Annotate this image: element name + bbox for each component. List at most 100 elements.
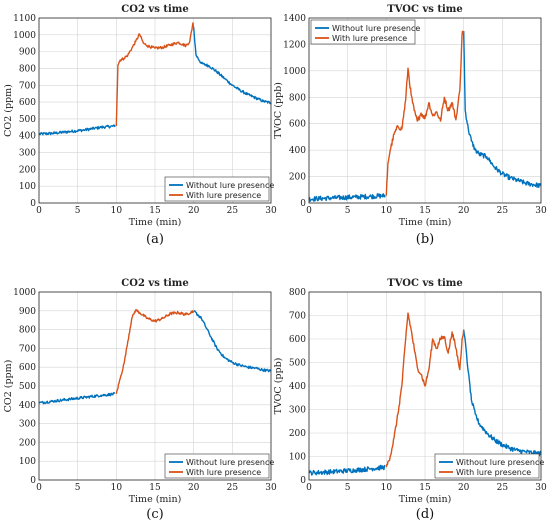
y-tick-label: 900 (19, 307, 36, 317)
y-tick-label: 800 (19, 64, 36, 74)
x-tick-label: 30 (265, 483, 277, 493)
chart-title: CO2 vs time (121, 4, 188, 15)
y-tick-label: 300 (19, 149, 36, 159)
y-tick-label: 200 (19, 438, 36, 448)
chart-title: TVOC vs time (387, 4, 462, 15)
legend-box (164, 453, 270, 479)
legend-label-without: Without lure presence (186, 181, 274, 190)
y-tick-label: 100 (289, 453, 306, 463)
y-tick-label: 700 (19, 344, 36, 354)
chart-title: CO2 vs time (121, 278, 188, 289)
x-axis-label: Time (min) (129, 494, 182, 505)
y-tick-label: 200 (289, 429, 306, 439)
y-tick-label: 1100 (13, 14, 36, 24)
x-tick-label: 10 (381, 483, 393, 493)
x-tick-label: 30 (535, 483, 547, 493)
y-tick-label: 100 (19, 457, 36, 467)
y-tick-label: 400 (289, 146, 306, 156)
y-tick-label: 300 (19, 420, 36, 430)
x-tick-label: 25 (227, 206, 239, 216)
series-line-with-lure (115, 22, 195, 127)
series-line-with-lure (385, 312, 465, 468)
y-tick-label: 700 (19, 81, 36, 91)
legend-box (434, 453, 540, 479)
legend-label-with: With lure presence (186, 191, 261, 200)
series-line-without-lure (308, 31, 542, 202)
panel-caption: (c) (146, 507, 163, 522)
y-tick-label: 0 (30, 199, 36, 209)
y-tick-label: 800 (289, 93, 306, 103)
panel-caption: (a) (146, 232, 164, 247)
x-tick-label: 5 (75, 206, 81, 216)
y-tick-label: 800 (19, 326, 36, 336)
y-tick-label: 200 (19, 165, 36, 175)
x-axis-label: Time (min) (399, 217, 452, 228)
legend-label-without: Without lure presence (456, 458, 544, 467)
legend-box (310, 19, 416, 45)
y-tick-label: 300 (289, 406, 306, 416)
y-tick-label: 500 (289, 359, 306, 369)
x-tick-label: 0 (36, 206, 42, 216)
y-tick-label: 1200 (283, 40, 306, 50)
x-tick-label: 5 (345, 483, 351, 493)
x-tick-label: 20 (458, 206, 470, 216)
series-line-with-lure (385, 30, 465, 196)
chart-title: TVOC vs time (387, 278, 462, 289)
legend-label-with: With lure presence (186, 468, 261, 477)
x-tick-label: 30 (265, 206, 277, 216)
x-tick-label: 10 (111, 206, 123, 216)
y-tick-label: 900 (19, 48, 36, 58)
y-tick-label: 0 (30, 476, 36, 486)
y-tick-label: 800 (289, 288, 306, 298)
x-tick-label: 5 (345, 206, 351, 216)
x-axis-label: Time (min) (399, 494, 452, 505)
y-axis-label: CO2 (ppm) (3, 84, 14, 137)
series-line-with-lure (115, 309, 195, 395)
y-tick-label: 700 (289, 312, 306, 322)
y-axis-label: TVOC (ppb) (273, 358, 284, 415)
legend-label-without: Without lure presence (186, 458, 274, 467)
y-tick-label: 600 (289, 120, 306, 130)
y-tick-label: 400 (19, 132, 36, 142)
y-tick-label: 1400 (283, 14, 306, 24)
y-tick-label: 500 (19, 382, 36, 392)
axes-box (308, 291, 542, 481)
x-tick-label: 15 (419, 483, 431, 493)
x-tick-label: 0 (306, 206, 312, 216)
x-tick-label: 5 (75, 483, 81, 493)
legend-box (164, 176, 270, 202)
y-tick-label: 0 (300, 199, 306, 209)
y-tick-label: 400 (19, 401, 36, 411)
y-tick-label: 200 (289, 173, 306, 183)
y-tick-label: 600 (289, 335, 306, 345)
y-tick-label: 500 (19, 115, 36, 125)
x-tick-label: 25 (497, 483, 509, 493)
y-tick-label: 1000 (283, 67, 306, 77)
y-tick-label: 1000 (13, 288, 36, 298)
legend-label-with: With lure presence (456, 468, 531, 477)
y-axis-label: TVOC (ppb) (273, 82, 284, 139)
panel-caption: (b) (416, 232, 434, 247)
panel-3: 0 5 10 15 20 25 300100200300400500600700800900… (3, 278, 277, 522)
axes-box (38, 17, 272, 204)
x-tick-label: 0 (306, 483, 312, 493)
x-tick-label: 20 (188, 206, 200, 216)
x-tick-label: 15 (149, 483, 161, 493)
panel-4: 0 5 10 15 20 25 300100200300400500600700800TVO… (273, 278, 547, 522)
y-tick-label: 100 (19, 182, 36, 192)
legend-label-with: With lure presence (332, 34, 407, 43)
x-tick-label: 10 (111, 483, 123, 493)
series-line-without-lure (308, 329, 542, 476)
x-tick-label: 10 (381, 206, 393, 216)
x-tick-label: 0 (36, 483, 42, 493)
y-tick-label: 400 (289, 382, 306, 392)
x-tick-label: 15 (149, 206, 161, 216)
y-tick-label: 600 (19, 98, 36, 108)
x-tick-label: 20 (188, 483, 200, 493)
axes-box (308, 17, 542, 204)
